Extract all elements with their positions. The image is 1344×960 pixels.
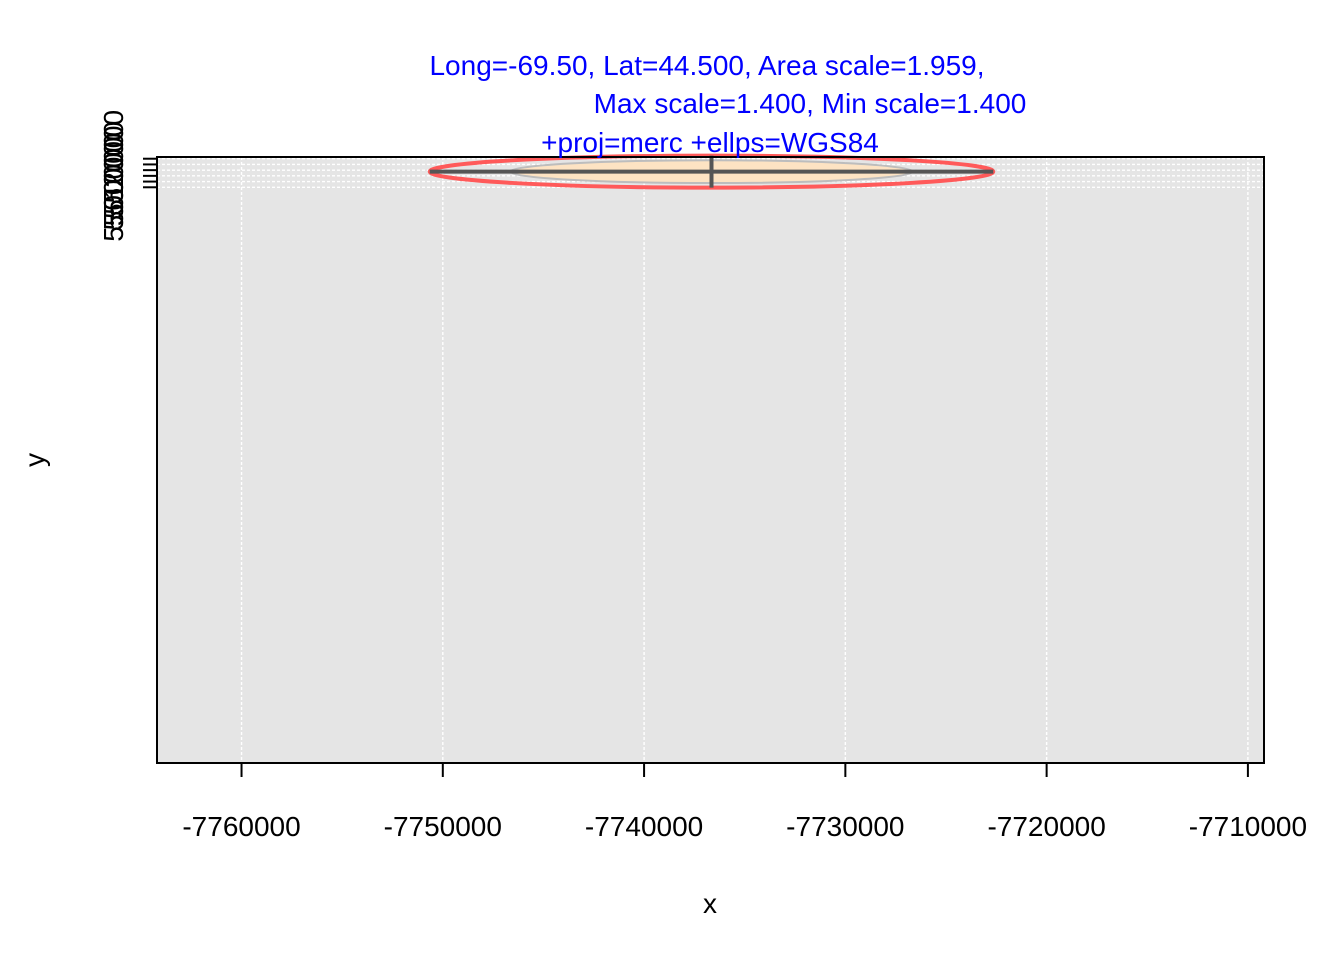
y-tick-label: 5510000 <box>98 121 129 230</box>
plot-panel <box>157 157 1264 763</box>
y-tick-label: 5500000 <box>98 133 129 242</box>
x-tick-label: -7730000 <box>786 811 904 842</box>
title-line-2: Max scale=1.400, Min scale=1.400 <box>594 88 1027 119</box>
y-tick-label: 5520000 <box>98 110 129 219</box>
chart-title: Long=-69.50, Lat=44.500, Area scale=1.95… <box>429 50 1026 158</box>
title-line-3: +proj=merc +ellps=WGS84 <box>541 127 879 158</box>
x-tick-label: -7750000 <box>384 811 502 842</box>
grid-lines <box>157 157 1264 763</box>
axis-ticks: -7760000 -7750000 -7740000 -7730000 -7720000… <box>98 110 1307 842</box>
x-tick-label: -7740000 <box>585 811 703 842</box>
x-tick-label: -7760000 <box>182 811 300 842</box>
y-axis-title: y <box>19 453 50 467</box>
x-tick-label: -7720000 <box>987 811 1105 842</box>
x-axis-title: x <box>703 888 717 919</box>
x-tick-label: -7710000 <box>1189 811 1307 842</box>
plot-frame <box>156 156 1265 764</box>
indicatrix-marks <box>427 153 996 190</box>
title-line-1: Long=-69.50, Lat=44.500, Area scale=1.95… <box>429 50 984 81</box>
